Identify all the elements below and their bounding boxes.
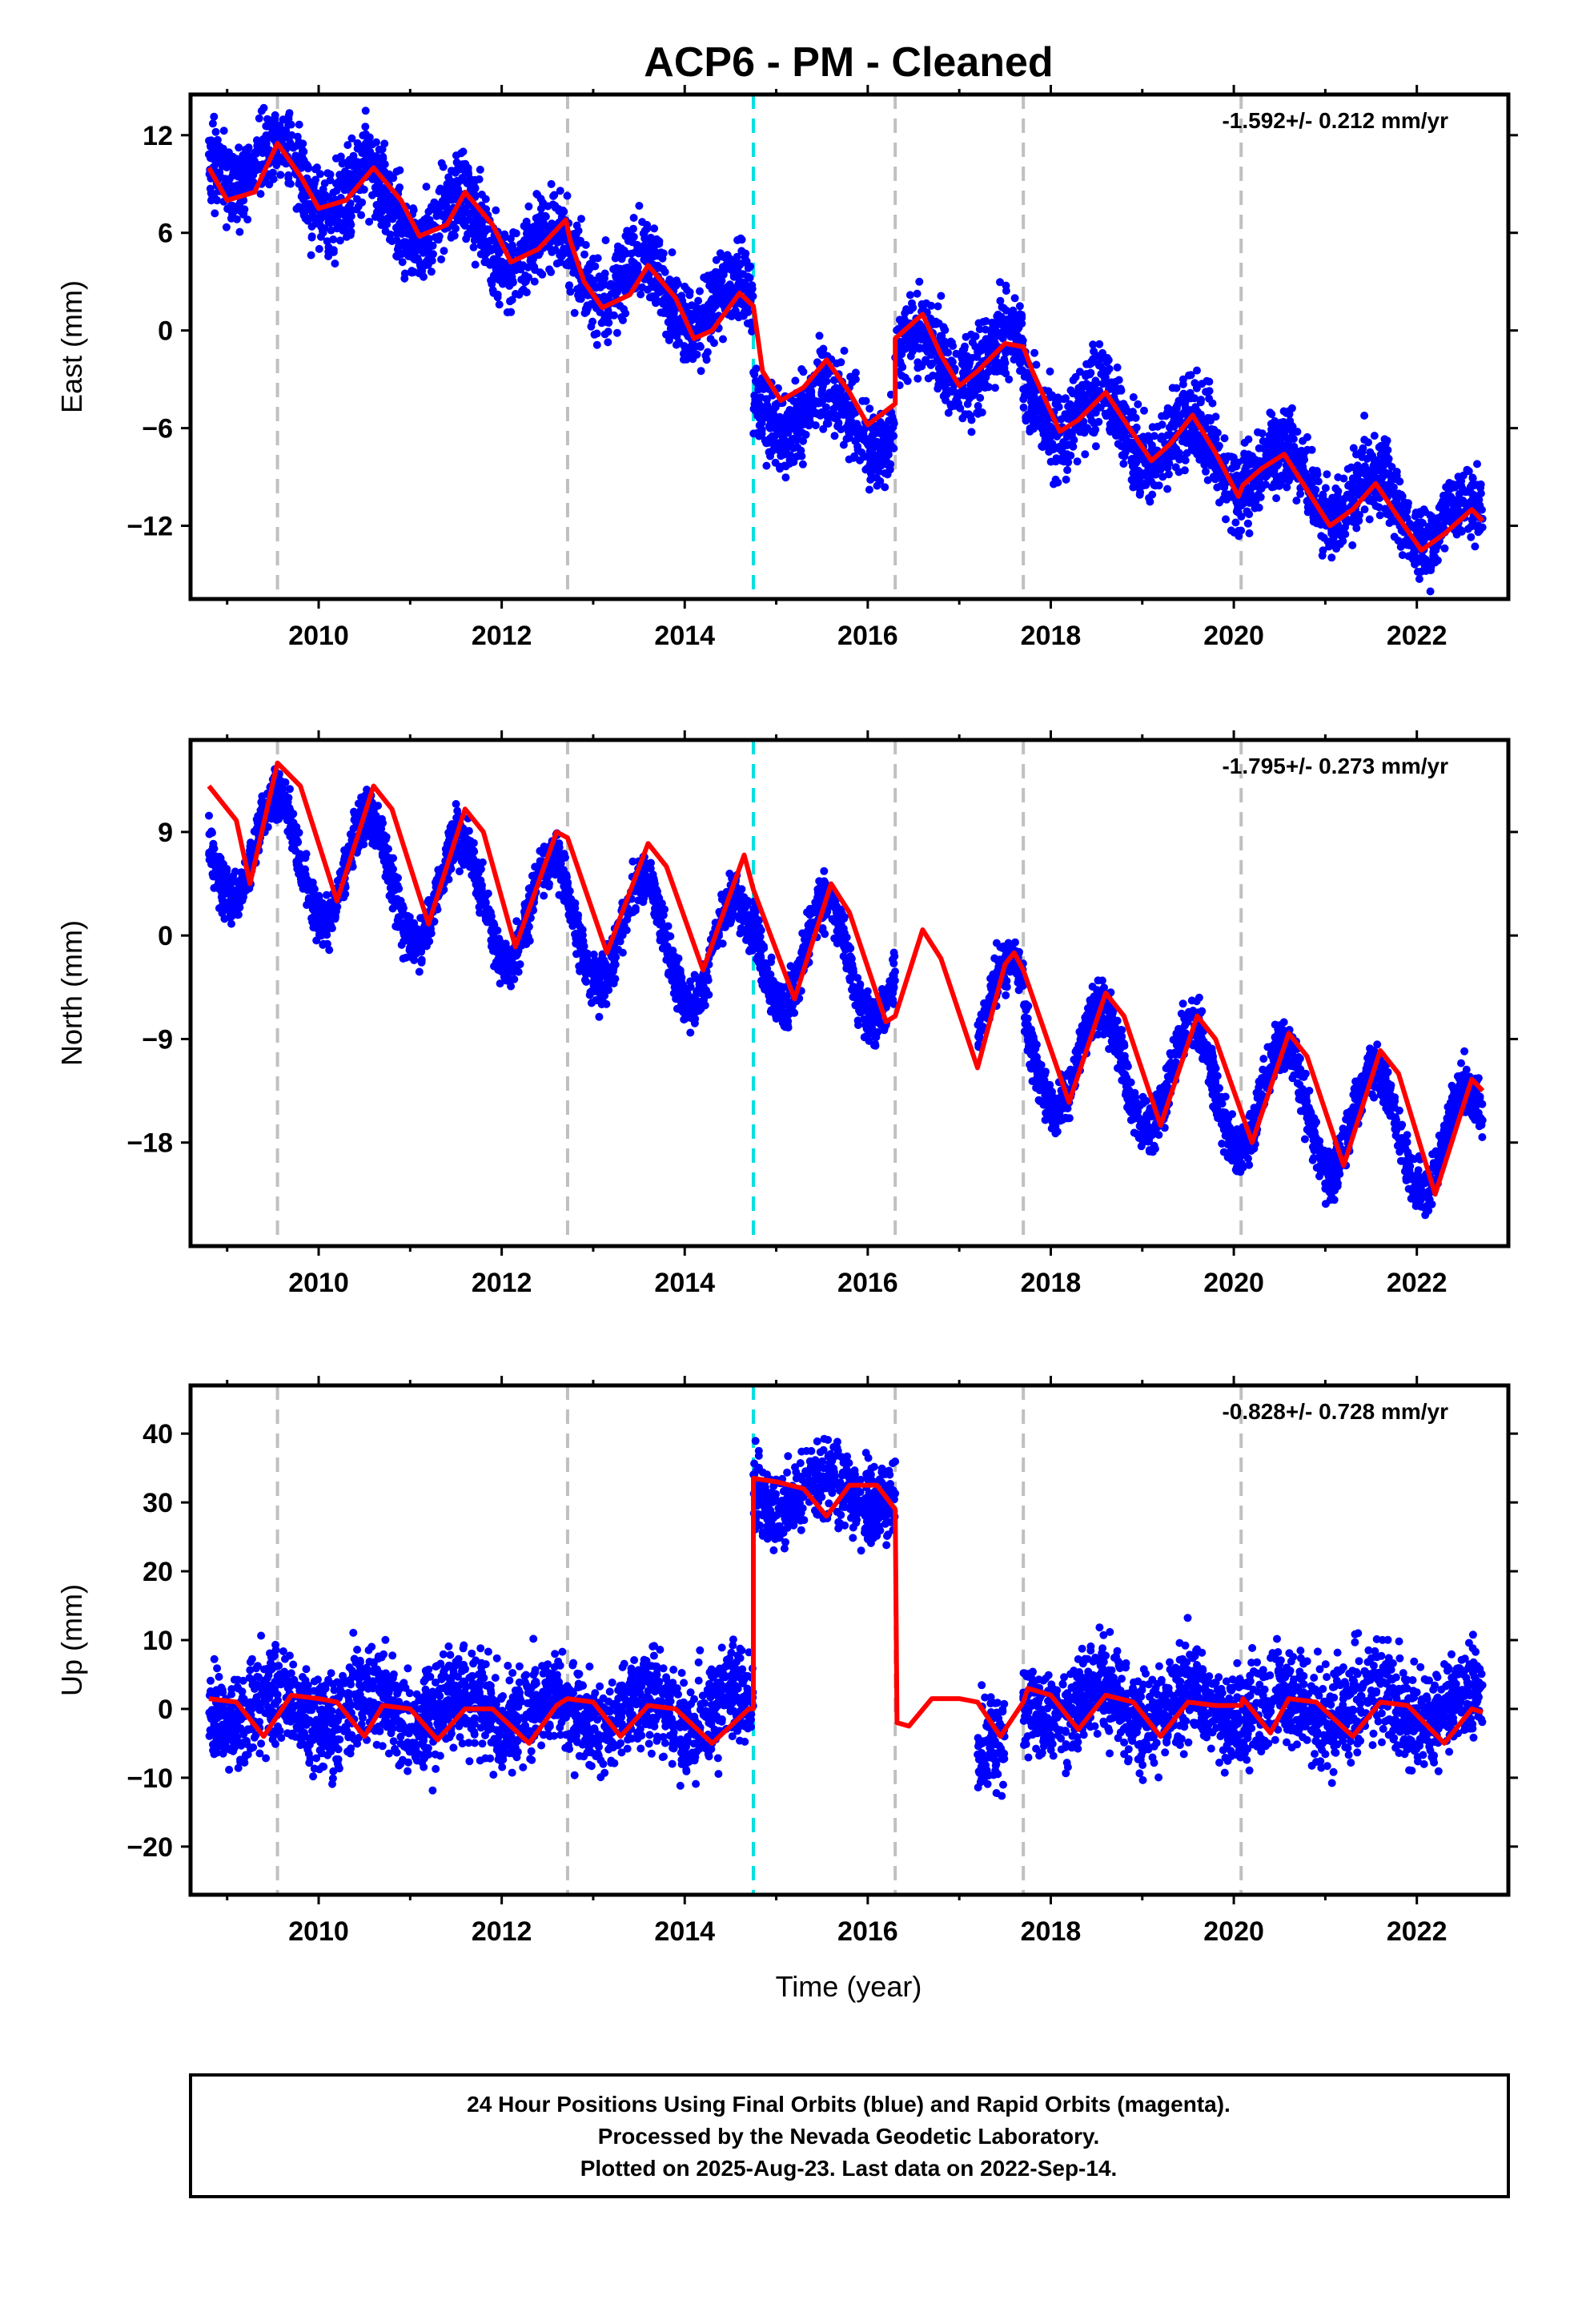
observation-points-north-1: [749, 866, 899, 1050]
observation-points-up-1: [749, 1434, 900, 1555]
model-curve-east: [207, 141, 1485, 553]
x-tick-label: 2022: [1387, 621, 1447, 651]
observation-points-up-2: [974, 1681, 1009, 1800]
y-tick-label: 0: [158, 1695, 173, 1725]
y-axis-label-east: East (mm): [55, 280, 88, 413]
y-tick-label: −9: [142, 1024, 173, 1055]
x-tick-label: 2014: [654, 1916, 715, 1947]
x-tick-label: 2022: [1387, 1916, 1447, 1947]
y-tick-label: −12: [126, 512, 173, 542]
x-tick-label: 2016: [837, 621, 898, 651]
x-tick-label: 2016: [837, 1268, 898, 1298]
x-tick-label: 2012: [472, 621, 532, 651]
x-tick-label: 2018: [1021, 1268, 1082, 1298]
observation-points-north-3: [1020, 976, 1487, 1220]
y-tick-label: 9: [158, 818, 173, 848]
observation-points-east-1: [749, 332, 898, 494]
plot-area: [205, 740, 1487, 1246]
x-tick-label: 2016: [837, 1916, 898, 1947]
y-tick-label: 10: [143, 1626, 173, 1656]
y-tick-label: 0: [158, 316, 173, 347]
velocity-label-east: -1.592+/- 0.212 mm/yr: [1222, 108, 1448, 133]
x-tick-label: 2010: [288, 621, 349, 651]
y-tick-label: −10: [126, 1763, 173, 1794]
observation-points-east-2: [891, 277, 1027, 436]
velocity-label-up: -0.828+/- 0.728 mm/yr: [1222, 1399, 1448, 1424]
x-tick-label: 2020: [1203, 621, 1264, 651]
footer-line-2: Processed by the Nevada Geodetic Laborat…: [598, 2124, 1100, 2149]
x-tick-label: 2020: [1203, 1916, 1264, 1947]
y-tick-label: −20: [126, 1832, 173, 1863]
y-axis-label-up: Up (mm): [55, 1584, 88, 1696]
model-curve-up: [208, 1476, 1484, 1746]
x-tick-label: 2010: [288, 1916, 349, 1947]
footer-line-1: 24 Hour Positions Using Final Orbits (bl…: [467, 2092, 1231, 2117]
x-tick-label: 2022: [1387, 1268, 1447, 1298]
x-tick-label: 2014: [654, 1268, 715, 1298]
observation-points-up-0: [205, 1628, 757, 1795]
observation-points-east-0: [204, 103, 757, 376]
model-curve-north: [207, 760, 1485, 1197]
x-tick-label: 2012: [472, 1916, 532, 1947]
observation-points-north-0: [205, 765, 757, 1037]
east-panel: 2010 2012 2014 2016 2018 2020 2022 12 6 0 −6 −12 Eas…: [55, 85, 1518, 651]
up-panel: 2010 2012 2014 2016 2018 2020 2022403020100−10…: [55, 1376, 1518, 1947]
y-tick-label: −18: [126, 1128, 173, 1159]
chart-title: ACP6 - PM - Cleaned: [644, 39, 1053, 86]
x-axis-label: Time (year): [776, 1970, 922, 2003]
footer-box: 24 Hour Positions Using Final Orbits (bl…: [189, 2073, 1510, 2198]
y-tick-label: 40: [143, 1419, 173, 1449]
plot-frame: [188, 738, 1511, 1248]
x-tick-label: 2012: [472, 1268, 532, 1298]
x-tick-label: 2014: [654, 621, 715, 651]
y-tick-label: 0: [158, 921, 173, 951]
y-tick-label: 6: [158, 219, 173, 249]
x-tick-label: 2018: [1021, 1916, 1082, 1947]
velocity-label-north: -1.795+/- 0.273 mm/yr: [1222, 754, 1448, 778]
x-tick-label: 2020: [1203, 1268, 1264, 1298]
y-tick-label: 12: [143, 121, 173, 151]
y-tick-label: −6: [142, 414, 173, 444]
observation-points-north-2: [974, 938, 1027, 1052]
observation-points-up-3: [1019, 1614, 1487, 1787]
y-axis-label-north: North (mm): [55, 920, 88, 1066]
y-tick-label: 20: [143, 1557, 173, 1587]
plot-area: [205, 1385, 1487, 1895]
footer-line-3: Plotted on 2025-Aug-23. Last data on 202…: [580, 2156, 1118, 2181]
north-panel: 2010 2012 2014 2016 2018 2020 2022 9 0 −9 −18 North…: [55, 730, 1518, 1298]
observation-points-east-3: [1019, 340, 1487, 596]
x-tick-label: 2018: [1021, 621, 1082, 651]
y-tick-label: 30: [143, 1488, 173, 1518]
x-tick-label: 2010: [288, 1268, 349, 1298]
plot-frame: [188, 92, 1511, 601]
plot-area: [204, 94, 1487, 599]
